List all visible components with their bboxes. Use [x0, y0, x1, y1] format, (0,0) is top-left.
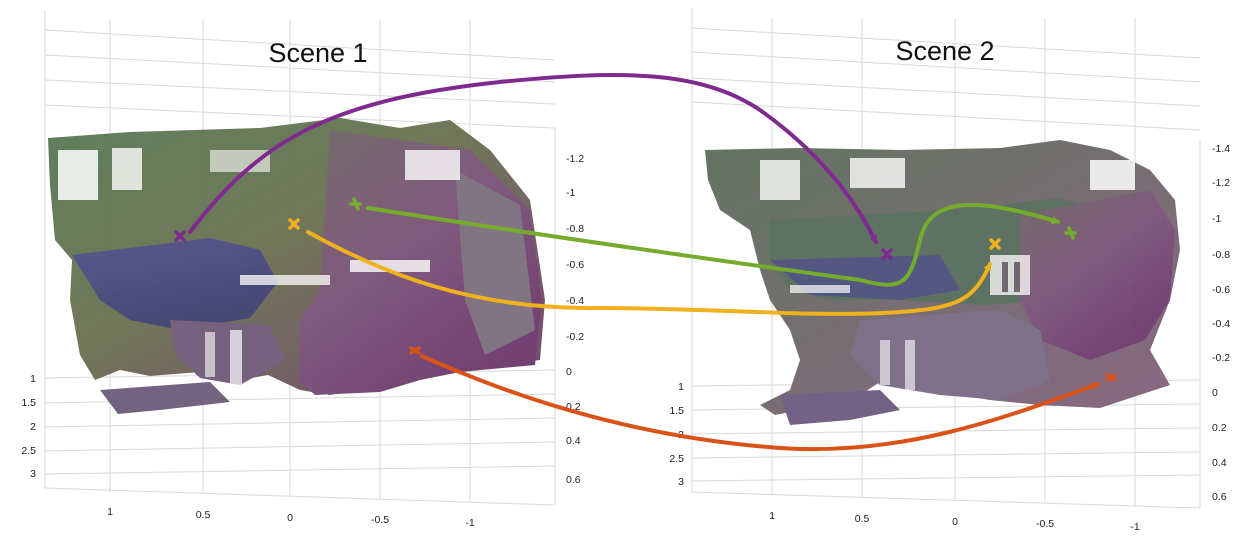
scene-1-right-ticks: -1.2 -1 -0.8 -0.6 -0.4 -0.2 0 0.2 0.4 0.… — [566, 153, 584, 486]
tick-label: -1.4 — [1212, 143, 1230, 155]
tick-label: 2.5 — [21, 445, 36, 457]
tick-label: -0.8 — [566, 223, 584, 235]
tick-label: -0.8 — [1212, 249, 1230, 261]
tick-label: 3 — [678, 476, 684, 488]
tick-label: 1.5 — [21, 397, 36, 409]
tick-label: 0 — [952, 516, 958, 528]
tick-label: 0 — [287, 512, 293, 524]
tick-label: 0 — [1212, 387, 1218, 399]
tick-label: 0.4 — [566, 435, 581, 447]
keypoint-markers — [174, 197, 1117, 382]
tick-label: 0.5 — [855, 513, 870, 525]
tick-label: -0.6 — [566, 259, 584, 271]
tick-label: -1.2 — [566, 153, 584, 165]
tick-label: -0.5 — [371, 514, 389, 526]
marker-yellow-scene-2 — [989, 238, 1001, 250]
marker-purple-scene-1 — [174, 230, 186, 242]
scene-2-title: Scene 2 — [895, 36, 994, 66]
scene-1-point-cloud — [48, 118, 545, 414]
tick-label: 0.6 — [566, 474, 581, 486]
arrow-purple — [188, 73, 878, 244]
tick-label: -0.4 — [1212, 318, 1230, 330]
marker-green-scene-1 — [349, 197, 362, 211]
tick-label: 1.5 — [669, 405, 684, 417]
tick-label: -0.2 — [566, 331, 584, 343]
correspondence-arrows — [188, 73, 1100, 452]
marker-yellow-scene-1 — [288, 218, 300, 230]
scene-1-plot: Scene 1 1 1.5 2 2.5 3 1 0.5 0 -0.5 -1 -1… — [21, 10, 584, 529]
scene-2-plot: Scene 2 1 1.5 2 2.5 3 1 0.5 0 -0.5 -1 -1… — [669, 8, 1230, 533]
marker-orange-scene-1 — [409, 346, 421, 355]
tick-label: 1 — [769, 510, 775, 522]
tick-label: 0.5 — [196, 509, 211, 521]
tick-label: -1 — [566, 187, 575, 199]
scene-1-bottom-ticks: 1 0.5 0 -0.5 -1 — [107, 506, 475, 529]
tick-label: 1 — [107, 506, 113, 518]
scene-1-title: Scene 1 — [268, 38, 367, 68]
tick-label: 0 — [566, 366, 572, 378]
tick-label: -1 — [465, 517, 474, 529]
arrow-yellow — [306, 230, 992, 316]
tick-label: -0.5 — [1036, 518, 1054, 530]
tick-label: 0.2 — [1212, 422, 1227, 434]
marker-purple-scene-2 — [881, 248, 893, 260]
marker-orange-scene-2 — [1105, 373, 1117, 382]
tick-label: -1.2 — [1212, 177, 1230, 189]
tick-label: -1 — [1130, 521, 1139, 533]
tick-label: -1 — [1212, 213, 1221, 225]
arrow-orange — [420, 354, 1100, 452]
tick-label: -0.2 — [1212, 352, 1230, 364]
scene-2-bottom-ticks: 1 0.5 0 -0.5 -1 — [769, 510, 1140, 533]
tick-label: 1 — [30, 373, 36, 385]
scene-2-right-ticks: -1.4 -1.2 -1 -0.8 -0.6 -0.4 -0.2 0 0.2 0… — [1212, 143, 1230, 503]
tick-label: -0.6 — [1212, 284, 1230, 296]
tick-label: 2 — [30, 421, 36, 433]
tick-label: 2.5 — [669, 453, 684, 465]
tick-label: 3 — [30, 468, 36, 480]
tick-label: -0.4 — [566, 295, 584, 307]
marker-green-scene-2 — [1064, 226, 1077, 240]
tick-label: 1 — [678, 381, 684, 393]
tick-label: 0.6 — [1212, 491, 1227, 503]
arrow-green — [366, 202, 1060, 287]
scene-1-left-ticks: 1 1.5 2 2.5 3 — [21, 373, 36, 480]
scene-2-point-cloud — [705, 140, 1180, 425]
tick-label: 0.4 — [1212, 457, 1227, 469]
